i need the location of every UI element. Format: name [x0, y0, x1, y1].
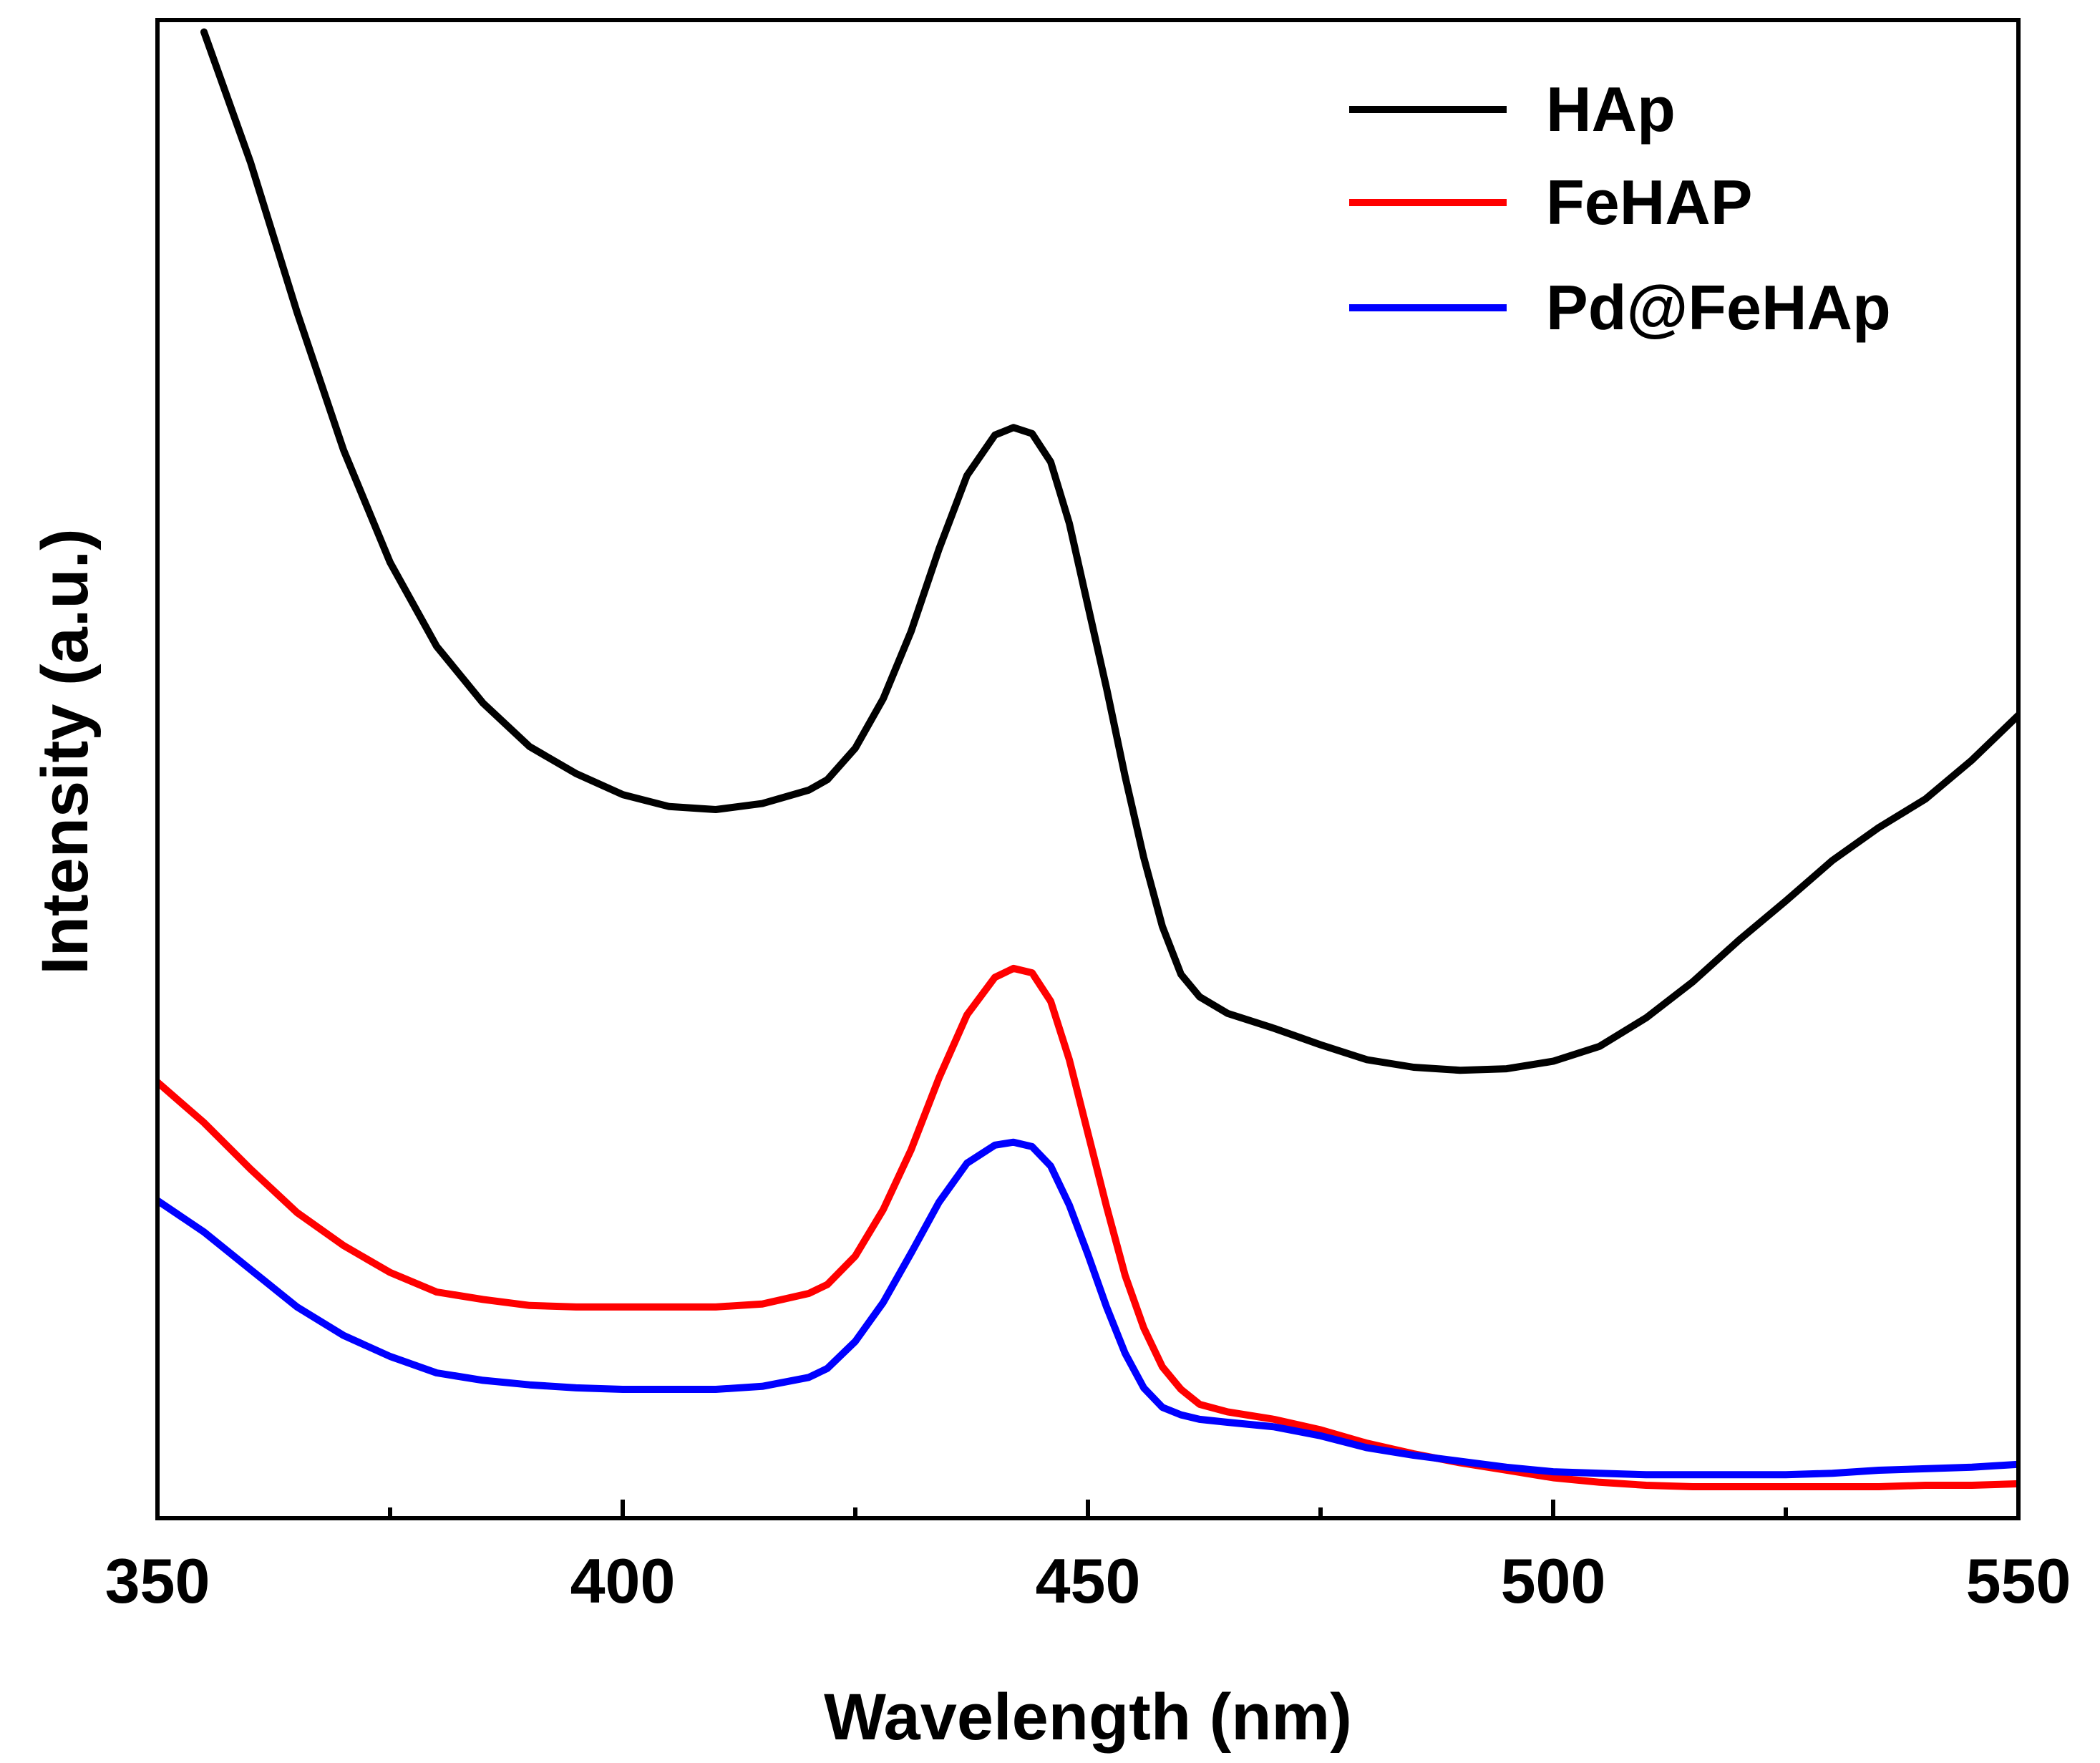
x-tick-label: 400 — [570, 1545, 676, 1616]
x-tick-label: 450 — [1036, 1545, 1141, 1616]
legend: HAp FeHAP Pd@FeHAp — [1349, 74, 1891, 343]
x-axis-title: Wavelength (nm) — [824, 1681, 1352, 1754]
x-tick-label: 500 — [1501, 1545, 1606, 1616]
series-line-hap — [200, 28, 2018, 1074]
x-tick-label: 550 — [1966, 1545, 2071, 1616]
legend-label-pd-fehap: Pd@FeHAp — [1546, 272, 1891, 343]
legend-item-pd-fehap: Pd@FeHAp — [1349, 272, 1891, 343]
y-axis-title: Intensity (a.u.) — [29, 528, 102, 975]
x-axis-ticks — [155, 1500, 2021, 1518]
x-tick-label: 350 — [105, 1545, 210, 1616]
x-axis-tick-labels: 350 400 450 500 550 — [105, 1545, 2071, 1616]
legend-label-fehap: FeHAP — [1546, 167, 1753, 238]
series-layer — [157, 28, 2018, 1490]
series-line-pd-fehap — [157, 1138, 2018, 1479]
legend-label-hap: HAp — [1546, 74, 1676, 145]
legend-item-hap: HAp — [1349, 74, 1676, 145]
series-line-fehap — [157, 964, 2018, 1490]
legend-item-fehap: FeHAP — [1349, 167, 1753, 238]
